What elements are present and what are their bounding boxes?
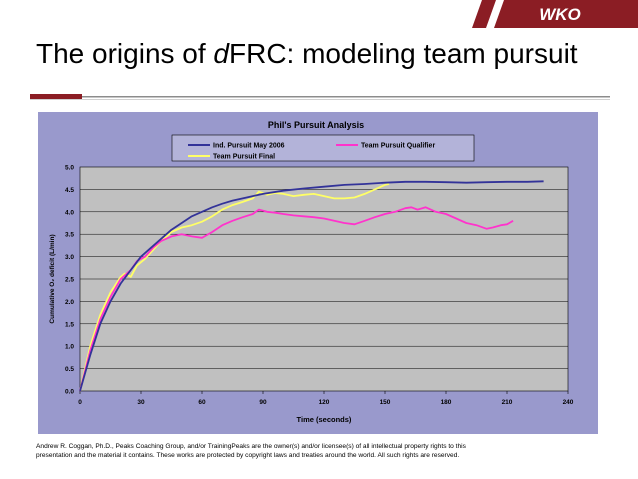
y-tick-label: 0.5 — [65, 366, 74, 373]
y-tick-label: 1.5 — [65, 321, 74, 328]
axis-ticks: 0.0 0.5 1.0 1.5 2.0 2.5 3.0 3.5 4.0 4.5 5.0 0 30 60 90… — [65, 165, 574, 407]
title-rule-line — [82, 96, 610, 98]
series-line-2 — [79, 183, 390, 392]
logo-main-block — [494, 0, 638, 28]
y-tick-label: 5.0 — [65, 165, 74, 172]
y-tick-label: 3.5 — [65, 232, 74, 239]
x-tick-label: 90 — [259, 399, 267, 406]
title-emph: d — [213, 38, 229, 69]
x-axis-label: Time (seconds) — [297, 415, 352, 424]
slide-title: The origins of dFRC: modeling team pursu… — [36, 38, 578, 70]
pursuit-chart: Phil's Pursuit Analysis 0.0 0.5 1.0 1.5 2.0 2… — [38, 112, 598, 434]
legend: Ind. Pursuit May 2006 Team Pursuit Qualif… — [188, 143, 435, 161]
x-tick-label: 120 — [319, 399, 330, 406]
y-tick-label: 4.0 — [65, 209, 74, 216]
legend-box — [171, 134, 475, 162]
x-tick-label: 240 — [563, 399, 574, 406]
title-suffix: FRC: modeling team pursuit — [229, 38, 578, 69]
legend-label: Team Pursuit Qualifier — [361, 143, 435, 150]
wko-logo-bar: WKO — [472, 0, 638, 28]
legend-label: Ind. Pursuit May 2006 — [213, 143, 285, 150]
series-line-1 — [79, 206, 514, 392]
title-underline — [30, 94, 610, 100]
x-tick-label: 60 — [198, 399, 206, 406]
y-tick-label: 1.0 — [65, 344, 74, 351]
x-tick-label: 30 — [137, 399, 145, 406]
title-prefix: The origins of — [36, 38, 214, 69]
y-tick-label: 2.0 — [65, 299, 74, 306]
y-tick-label: 3.0 — [65, 254, 74, 261]
legend-label: Team Pursuit Final — [213, 154, 275, 161]
y-tick-label: 2.5 — [65, 277, 74, 284]
title-rule-shadow — [30, 99, 610, 100]
title-rule-accent — [30, 94, 82, 99]
series-line-0 — [79, 180, 544, 392]
y-tick-label: 4.5 — [65, 187, 74, 194]
x-tick-label: 150 — [380, 399, 391, 406]
logo-text: WKO — [539, 5, 581, 24]
chart-title: Phil's Pursuit Analysis — [268, 120, 364, 130]
y-tick-label: 0.0 — [65, 389, 74, 396]
logo-slant-block — [472, 0, 496, 28]
data-series — [79, 180, 544, 392]
x-tick-label: 210 — [502, 399, 513, 406]
x-tick-label: 0 — [78, 399, 82, 406]
grid-lines — [80, 189, 568, 369]
x-tick-label: 180 — [441, 399, 452, 406]
y-axis-label: Cumulative O₂ deficit (L/min) — [49, 234, 56, 323]
copyright-notice: Andrew R. Coggan, Ph.D., Peaks Coaching … — [36, 443, 466, 459]
